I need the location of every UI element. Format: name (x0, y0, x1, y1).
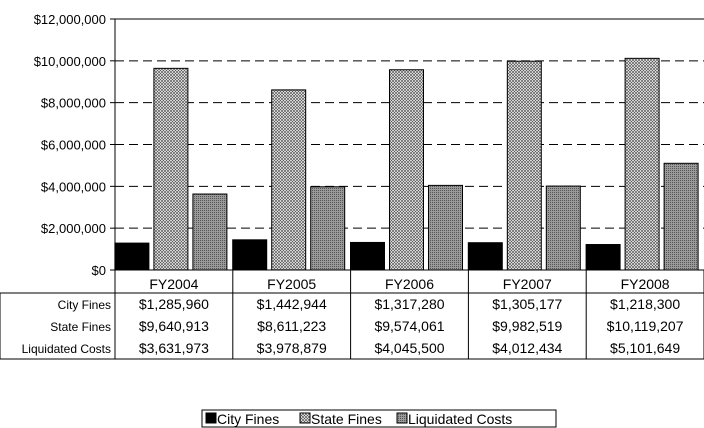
bar-liquidated-costs (192, 193, 228, 271)
data-label: $3,631,973 (139, 340, 209, 356)
bar-state-fines (506, 60, 542, 271)
y-tick-label: $8,000,000 (41, 96, 106, 111)
data-label: $1,442,944 (257, 296, 327, 312)
data-label: $1,285,960 (139, 296, 209, 312)
bars (114, 57, 699, 271)
y-tick-label: $4,000,000 (41, 179, 106, 194)
y-tick-labels: $0 $2,000,000 $4,000,000 $6,000,000 $8,000,0… (34, 12, 115, 278)
y-tick-label: $6,000,000 (41, 138, 106, 153)
data-label: $8,611,223 (257, 318, 326, 334)
bar-city-fines (232, 239, 268, 271)
y-tick-label: $0 (92, 263, 106, 278)
data-label: $1,305,177 (492, 296, 562, 312)
data-label: $5,101,649 (610, 340, 680, 356)
bar-city-fines (467, 242, 503, 271)
category-label: FY2008 (621, 276, 670, 292)
data-label: $1,218,300 (610, 296, 680, 312)
data-label: $10,119,207 (607, 318, 684, 334)
data-table: FY2004 FY2005 FY2006 FY2007 FY2008 City Fines… (0, 269, 704, 360)
data-label: $4,012,434 (492, 340, 562, 356)
data-label: $4,045,500 (374, 340, 444, 356)
data-label: $9,640,913 (139, 318, 209, 334)
bar-liquidated-costs (310, 186, 346, 271)
legend-swatch (299, 412, 311, 424)
legend-label: Liquidated Costs (408, 411, 512, 427)
data-label: $9,574,061 (374, 318, 444, 334)
category-label: FY2007 (503, 276, 552, 292)
legend-label: City Fines (217, 411, 279, 427)
bar-liquidated-costs (545, 185, 581, 271)
row-label: State Fines (50, 320, 111, 334)
y-tick-label: $2,000,000 (41, 221, 106, 236)
row-label: Liquidated Costs (22, 342, 111, 356)
bar-city-fines (350, 241, 385, 271)
bar-state-fines (389, 69, 424, 271)
category-label: FY2005 (267, 276, 316, 292)
bar-state-fines (153, 67, 189, 271)
data-label: $3,978,879 (257, 340, 327, 356)
bar-city-fines (585, 244, 621, 271)
legend-swatch (205, 412, 217, 424)
bar-state-fines (271, 89, 307, 271)
bar-liquidated-costs (663, 162, 699, 271)
data-label: $9,982,519 (492, 318, 562, 334)
category-label: FY2004 (149, 276, 198, 292)
bar-liquidated-costs (428, 184, 463, 271)
legend-label: State Fines (311, 411, 382, 427)
bar-state-fines (624, 57, 660, 271)
legend-swatch (396, 412, 408, 424)
data-label: $1,317,280 (374, 296, 444, 312)
row-label: City Fines (58, 298, 111, 312)
category-label: FY2006 (385, 276, 434, 292)
legend-box (201, 409, 557, 428)
bar-city-fines (114, 242, 150, 271)
y-tick-label: $10,000,000 (34, 54, 106, 69)
legend: City Fines State Fines Liquidated Costs (201, 409, 557, 428)
y-tick-label: $12,000,000 (34, 12, 106, 27)
